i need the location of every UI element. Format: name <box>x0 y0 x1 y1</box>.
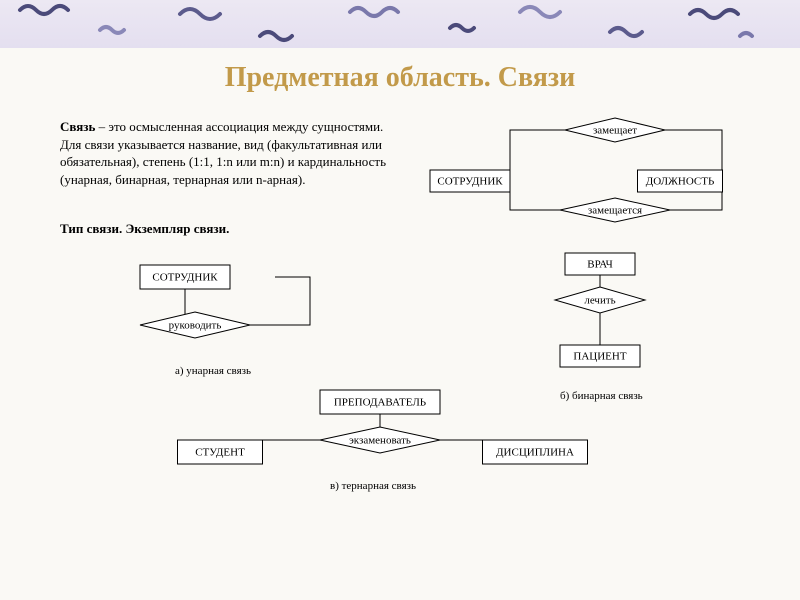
term-bold: Связь <box>60 119 95 134</box>
slide: Предметная область. Связи Связь – это ос… <box>0 0 800 600</box>
relationship-label: экзаменовать <box>349 435 411 447</box>
entity-label: ДИСЦИПЛИНА <box>496 447 574 459</box>
caption-a: a) унарная связь <box>175 365 251 377</box>
entity-label: СОТРУДНИК <box>152 272 218 284</box>
diagram-top: СОТРУДНИК ДОЛЖНОСТЬ замещает замещается <box>425 110 785 240</box>
entity-label: СТУДЕНТ <box>195 447 245 459</box>
diagram-c: ПРЕПОДАВАТЕЛЬ СТУДЕНТ ДИСЦИПЛИНА экзаменова… <box>130 380 630 475</box>
relationship-label: лечить <box>584 295 615 307</box>
diagram-b: ВРАЧ ПАЦИЕНТ лечить <box>520 245 690 380</box>
entity-label: ДОЛЖНОСТЬ <box>646 176 715 188</box>
decorative-banner <box>0 0 800 48</box>
entity-label: СОТРУДНИК <box>437 176 503 188</box>
banner-squiggles <box>0 0 800 48</box>
diagram-a: СОТРУДНИК руководить <box>115 255 345 355</box>
subheading: Тип связи. Экземпляр связи. <box>60 220 400 238</box>
relationship-label: руководить <box>169 320 222 332</box>
relationship-label: замещает <box>593 125 637 137</box>
page-title: Предметная область. Связи <box>0 62 800 94</box>
definition-paragraph: Связь – это осмысленная ассоциация между… <box>60 118 400 188</box>
caption-c: в) тернарная связь <box>330 480 416 492</box>
relationship-label: замещается <box>588 205 642 217</box>
entity-label: ПРЕПОДАВАТЕЛЬ <box>334 397 426 409</box>
entity-label: ПАЦИЕНТ <box>573 351 626 363</box>
entity-label: ВРАЧ <box>587 259 612 271</box>
